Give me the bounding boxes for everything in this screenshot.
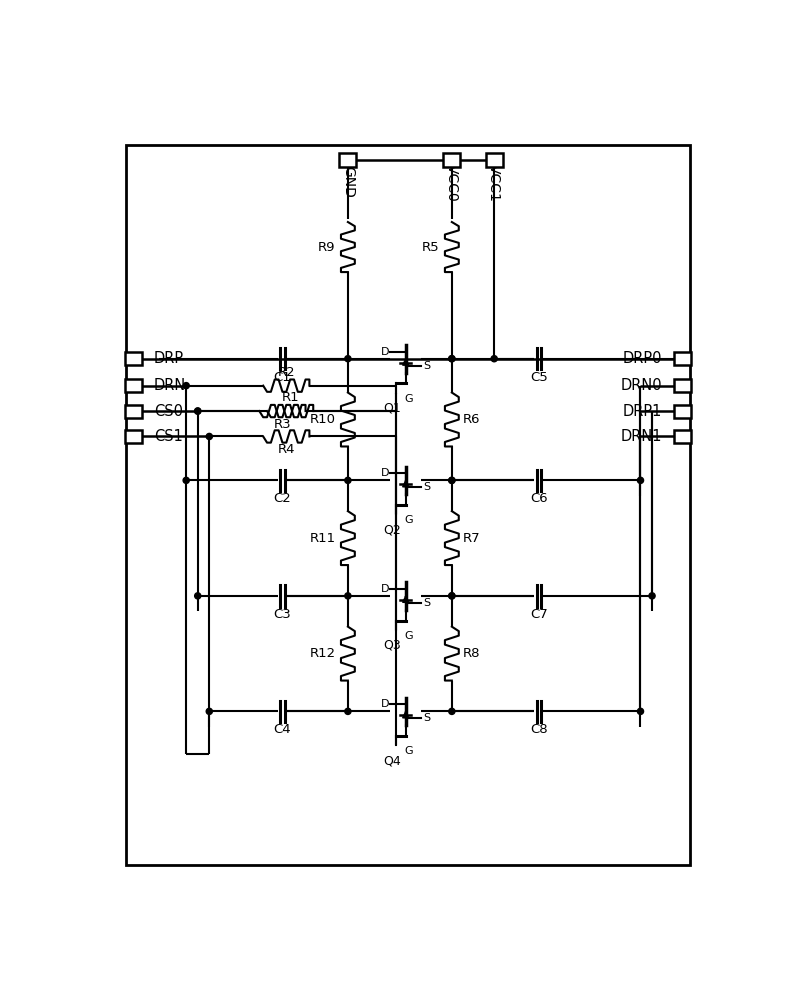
Text: R4: R4 <box>278 443 295 456</box>
Text: R1: R1 <box>281 391 299 404</box>
Bar <box>125 379 142 392</box>
Circle shape <box>449 593 455 599</box>
Circle shape <box>183 477 189 483</box>
Text: CS0: CS0 <box>154 404 183 419</box>
Text: Q2: Q2 <box>383 523 400 536</box>
Circle shape <box>206 433 213 440</box>
Text: Q1: Q1 <box>383 401 400 414</box>
Bar <box>486 153 502 167</box>
Text: R6: R6 <box>462 413 480 426</box>
Circle shape <box>345 477 351 483</box>
Text: C2: C2 <box>274 492 291 505</box>
Circle shape <box>345 708 351 714</box>
Text: C7: C7 <box>530 608 548 621</box>
Text: DRN1: DRN1 <box>621 429 662 444</box>
Text: R11: R11 <box>310 532 336 545</box>
Circle shape <box>449 477 455 483</box>
Circle shape <box>345 593 351 599</box>
Text: R7: R7 <box>462 532 480 545</box>
Circle shape <box>638 477 644 483</box>
Text: R12: R12 <box>310 647 336 660</box>
Bar <box>125 352 142 365</box>
Bar <box>443 153 460 167</box>
Circle shape <box>195 408 201 414</box>
Text: D: D <box>380 347 389 357</box>
Text: DRP1: DRP1 <box>622 404 662 419</box>
Text: R10: R10 <box>310 413 336 426</box>
Text: DRN0: DRN0 <box>620 378 662 393</box>
Bar <box>339 153 357 167</box>
Text: DRP: DRP <box>154 351 184 366</box>
Text: G: G <box>404 394 412 404</box>
Text: S: S <box>423 361 430 371</box>
Circle shape <box>449 356 455 362</box>
Circle shape <box>449 708 455 714</box>
Circle shape <box>449 477 455 483</box>
Text: C8: C8 <box>530 723 548 736</box>
Text: VCC0: VCC0 <box>445 164 458 202</box>
Text: DRN: DRN <box>154 378 186 393</box>
Circle shape <box>345 356 351 362</box>
Text: S: S <box>423 598 430 608</box>
Text: Q4: Q4 <box>383 754 400 767</box>
Bar <box>673 352 691 365</box>
Text: R2: R2 <box>278 366 295 379</box>
Text: S: S <box>423 482 430 492</box>
Text: R9: R9 <box>318 241 336 254</box>
Circle shape <box>195 593 201 599</box>
Text: Q3: Q3 <box>383 639 400 652</box>
Bar <box>673 405 691 418</box>
Text: GND: GND <box>341 166 355 198</box>
Text: C5: C5 <box>530 371 548 384</box>
Text: D: D <box>380 468 389 478</box>
Text: C3: C3 <box>274 608 291 621</box>
Circle shape <box>449 356 455 362</box>
Text: G: G <box>404 746 412 756</box>
Text: C6: C6 <box>530 492 548 505</box>
Circle shape <box>638 708 644 714</box>
Text: CS1: CS1 <box>154 429 183 444</box>
Circle shape <box>195 408 201 414</box>
Circle shape <box>183 383 189 389</box>
Circle shape <box>206 708 213 714</box>
Text: G: G <box>404 515 412 525</box>
Text: R8: R8 <box>462 647 480 660</box>
Bar <box>125 405 142 418</box>
Text: C4: C4 <box>274 723 291 736</box>
Text: S: S <box>423 713 430 723</box>
Text: D: D <box>380 584 389 594</box>
Text: R5: R5 <box>422 241 439 254</box>
Bar <box>673 430 691 443</box>
Circle shape <box>649 593 655 599</box>
Circle shape <box>449 593 455 599</box>
Text: G: G <box>404 631 412 641</box>
Text: C1: C1 <box>274 371 291 384</box>
Bar <box>125 430 142 443</box>
Text: D: D <box>380 699 389 709</box>
Text: VCC1: VCC1 <box>487 164 501 202</box>
Bar <box>673 379 691 392</box>
Text: DRP0: DRP0 <box>622 351 662 366</box>
Circle shape <box>491 356 498 362</box>
Text: R3: R3 <box>274 418 291 431</box>
